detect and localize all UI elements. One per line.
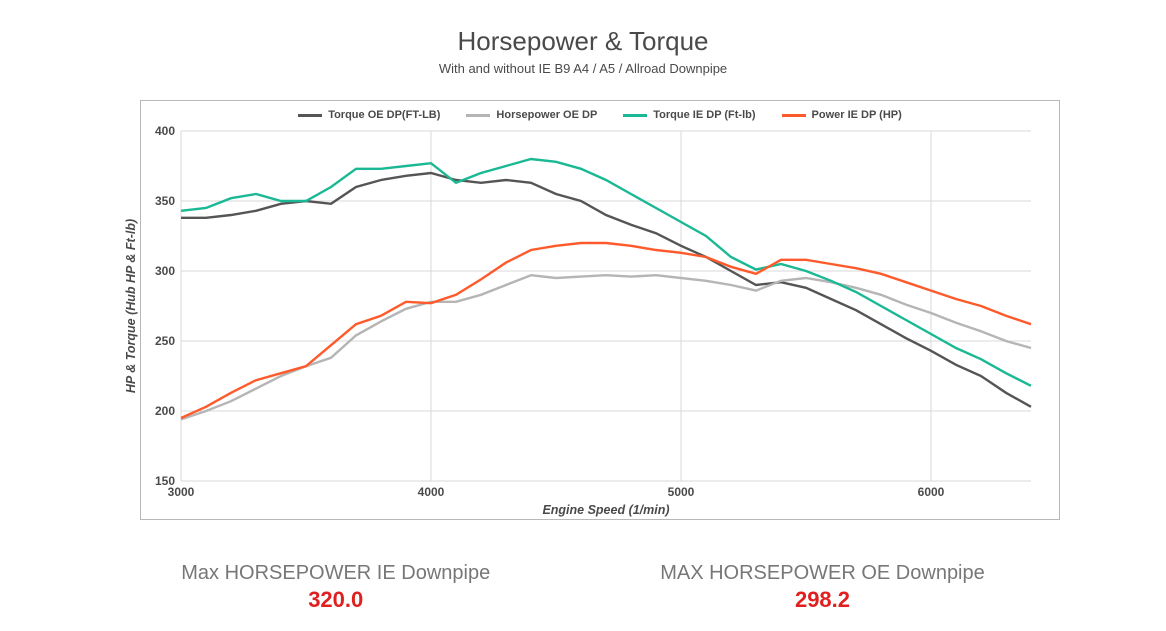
series-line [181, 173, 1031, 407]
legend-swatch [466, 114, 490, 117]
stats-row: Max HORSEPOWER IE Downpipe 320.0 MAX HOR… [0, 562, 1166, 613]
legend-item: Horsepower OE DP [466, 109, 597, 121]
x-tick-label: 6000 [918, 481, 945, 499]
y-tick-label: 300 [155, 264, 181, 278]
y-axis-label: HP & Torque (Hub HP & Ft-lb) [124, 219, 138, 393]
legend-label: Torque IE DP (Ft-lb) [653, 109, 755, 121]
series-line [181, 275, 1031, 419]
chart-plot-area: HP & Torque (Hub HP & Ft-lb) Engine Spee… [181, 131, 1031, 481]
series-line [181, 159, 1031, 386]
x-axis-label: Engine Speed (1/min) [542, 503, 669, 517]
legend-swatch [298, 114, 322, 117]
stat-ie-value: 320.0 [181, 587, 490, 613]
stat-ie-label: Max HORSEPOWER IE Downpipe [181, 562, 490, 585]
stat-ie: Max HORSEPOWER IE Downpipe 320.0 [181, 562, 490, 613]
x-tick-label: 3000 [168, 481, 195, 499]
y-tick-label: 400 [155, 124, 181, 138]
chart-subtitle: With and without IE B9 A4 / A5 / Allroad… [0, 61, 1166, 76]
y-tick-label: 250 [155, 334, 181, 348]
x-tick-label: 4000 [418, 481, 445, 499]
legend-label: Horsepower OE DP [496, 109, 597, 121]
y-tick-label: 350 [155, 194, 181, 208]
chart-svg [181, 131, 1031, 481]
chart-title: Horsepower & Torque [0, 26, 1166, 57]
legend-swatch [782, 114, 806, 117]
y-tick-label: 200 [155, 404, 181, 418]
legend-label: Power IE DP (HP) [812, 109, 902, 121]
page: Horsepower & Torque With and without IE … [0, 0, 1166, 631]
legend-swatch [623, 114, 647, 117]
stat-oe-label: MAX HORSEPOWER OE Downpipe [660, 562, 985, 585]
legend-item: Torque IE DP (Ft-lb) [623, 109, 755, 121]
stat-oe: MAX HORSEPOWER OE Downpipe 298.2 [660, 562, 985, 613]
series-line [181, 243, 1031, 418]
x-tick-label: 5000 [668, 481, 695, 499]
legend-label: Torque OE DP(FT-LB) [328, 109, 440, 121]
chart-legend: Torque OE DP(FT-LB) Horsepower OE DP Torqu… [141, 109, 1059, 121]
legend-item: Torque OE DP(FT-LB) [298, 109, 440, 121]
legend-item: Power IE DP (HP) [782, 109, 902, 121]
stat-oe-value: 298.2 [660, 587, 985, 613]
chart-container: Torque OE DP(FT-LB) Horsepower OE DP Torqu… [140, 100, 1060, 520]
